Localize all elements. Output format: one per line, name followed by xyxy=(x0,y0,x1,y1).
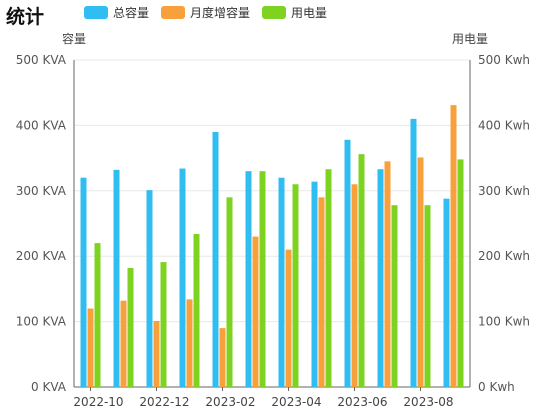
y-left-tick-label: 500 KVA xyxy=(16,53,67,67)
y-right-tick-label: 0 Kwh xyxy=(478,380,515,394)
bar-usage[interactable] xyxy=(160,262,167,387)
y-right-tick-label: 400 Kwh xyxy=(478,118,530,132)
x-tick-label: 2023-04 xyxy=(271,395,321,409)
bar-monthly[interactable] xyxy=(153,320,160,387)
bar-usage[interactable] xyxy=(226,197,233,387)
legend-item-usage[interactable]: 用电量 xyxy=(262,4,327,21)
bar-total[interactable] xyxy=(80,177,87,387)
bar-usage[interactable] xyxy=(358,154,365,387)
bar-monthly[interactable] xyxy=(351,184,358,387)
legend-label-usage: 用电量 xyxy=(291,6,328,20)
bar-total[interactable] xyxy=(311,181,318,387)
y-left-axis-label: 容量 xyxy=(62,31,86,46)
bar-total[interactable] xyxy=(179,168,186,387)
bar-monthly[interactable] xyxy=(318,197,325,387)
bar-total[interactable] xyxy=(377,169,384,387)
bar-usage[interactable] xyxy=(259,171,266,387)
chart-title: 统计 xyxy=(6,6,45,28)
legend-item-total[interactable]: 总容量 xyxy=(84,4,149,21)
legend: 总容量 月度增容量 用电量 xyxy=(84,4,339,21)
bar-monthly[interactable] xyxy=(120,300,127,387)
legend-item-monthly[interactable]: 月度增容量 xyxy=(161,4,250,21)
bar-usage[interactable] xyxy=(127,267,134,387)
x-tick-label: 2022-10 xyxy=(73,395,123,409)
legend-swatch-usage xyxy=(262,6,287,19)
bar-monthly[interactable] xyxy=(186,299,193,387)
x-tick-label: 2022-12 xyxy=(139,395,189,409)
bar-usage[interactable] xyxy=(94,243,101,387)
bar-total[interactable] xyxy=(278,177,285,387)
legend-label-total: 总容量 xyxy=(113,6,150,20)
x-tick-label: 2023-08 xyxy=(403,395,453,409)
x-tick-label: 2023-06 xyxy=(337,395,387,409)
bar-total[interactable] xyxy=(113,169,120,387)
bar-monthly[interactable] xyxy=(252,236,259,387)
y-left-tick-label: 300 KVA xyxy=(16,184,67,198)
bar-total[interactable] xyxy=(344,139,351,387)
bar-monthly[interactable] xyxy=(219,328,226,387)
y-right-tick-label: 300 Kwh xyxy=(478,184,530,198)
bar-monthly[interactable] xyxy=(417,157,424,387)
y-right-tick-label: 500 Kwh xyxy=(478,53,530,67)
bar-total[interactable] xyxy=(410,118,417,388)
bar-total[interactable] xyxy=(443,198,450,387)
bar-monthly[interactable] xyxy=(384,161,391,387)
bar-usage[interactable] xyxy=(424,205,431,387)
y-right-tick-label: 200 Kwh xyxy=(478,249,530,263)
bar-monthly[interactable] xyxy=(285,249,292,387)
bar-usage[interactable] xyxy=(391,205,398,387)
bar-usage[interactable] xyxy=(325,169,332,387)
bar-total[interactable] xyxy=(146,190,153,387)
y-left-tick-label: 0 KVA xyxy=(31,380,67,394)
legend-swatch-monthly xyxy=(161,6,186,19)
bar-monthly[interactable] xyxy=(87,308,94,387)
y-left-tick-label: 400 KVA xyxy=(16,118,67,132)
bar-total[interactable] xyxy=(212,131,219,387)
bar-total[interactable] xyxy=(245,171,252,387)
y-right-axis-label: 用电量 xyxy=(452,32,488,46)
legend-label-monthly: 月度增容量 xyxy=(190,6,251,20)
y-left-tick-label: 200 KVA xyxy=(16,249,67,263)
y-left-tick-label: 100 KVA xyxy=(16,315,67,329)
x-tick-label: 2023-02 xyxy=(205,395,255,409)
bar-usage[interactable] xyxy=(292,184,299,387)
y-right-tick-label: 100 Kwh xyxy=(478,315,530,329)
legend-swatch-total xyxy=(84,6,108,19)
bar-usage[interactable] xyxy=(457,159,464,387)
bar-usage[interactable] xyxy=(193,233,200,387)
bar-monthly[interactable] xyxy=(450,105,457,387)
